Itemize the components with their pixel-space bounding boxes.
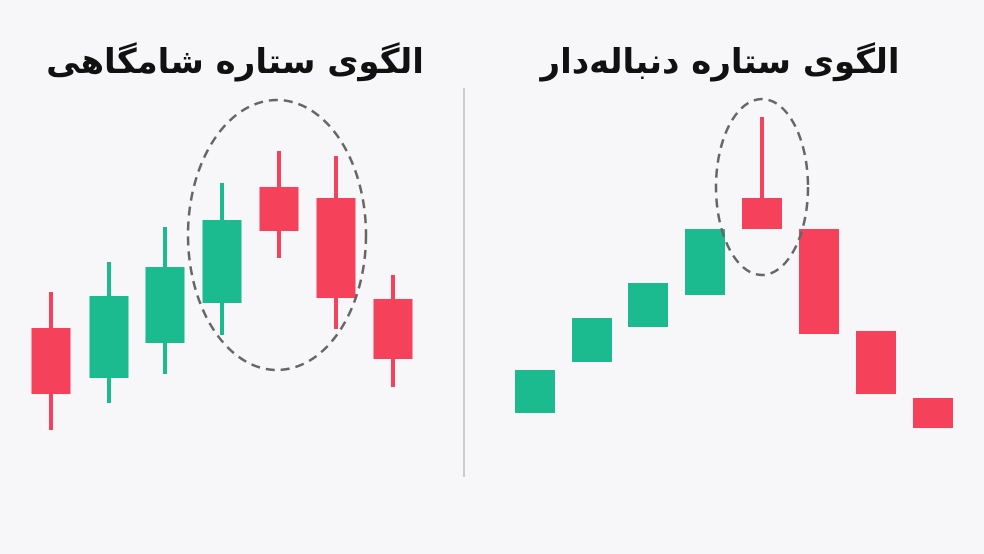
bullish-candle [89,262,129,403]
candle-body [856,331,896,394]
bearish-candle [31,292,71,430]
bearish-candle [856,331,896,394]
shooting-star-pattern [515,117,953,428]
evening-star-title: الگوی ستاره شامگاهی [46,42,424,82]
candle-body [145,267,185,343]
candle-body [515,370,555,413]
bearish-candle [913,398,953,428]
candle-body [202,220,242,303]
candle-body [31,328,71,394]
bearish-candle [373,275,413,387]
evening-star-pattern [31,151,413,430]
candle-body [572,318,612,362]
bullish-candle [145,227,185,374]
bearish-candle [742,117,782,229]
bullish-candle [202,183,242,335]
bearish-candle [799,229,839,334]
bullish-candle [572,318,612,362]
bearish-candle [316,156,356,329]
candle-body [259,187,299,231]
candle-body [742,198,782,229]
candle-body [685,229,725,295]
candle-body [799,229,839,334]
shooting-star-title: الگوی ستاره دنباله‌دار [540,42,900,82]
candle-body [913,398,953,428]
shooting-star-highlight [714,97,810,277]
candle-body [628,283,668,327]
bullish-candle [628,283,668,327]
candle-body [316,198,356,298]
candle-body [373,299,413,359]
bullish-candle [685,229,725,295]
candle-body [89,296,129,378]
bearish-candle [259,151,299,258]
bullish-candle [515,370,555,413]
evening-star-highlight [186,98,368,372]
